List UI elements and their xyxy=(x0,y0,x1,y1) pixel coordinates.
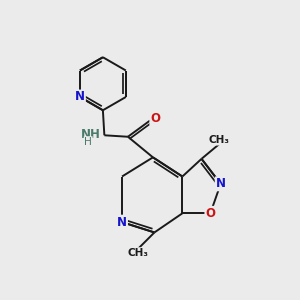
Text: N: N xyxy=(117,216,127,229)
Text: N: N xyxy=(216,177,226,190)
Text: O: O xyxy=(150,112,160,125)
Text: H: H xyxy=(84,137,92,147)
Text: CH₃: CH₃ xyxy=(128,248,149,258)
Text: N: N xyxy=(75,91,85,103)
Text: CH₃: CH₃ xyxy=(209,135,230,145)
Text: O: O xyxy=(206,207,215,220)
Text: NH: NH xyxy=(81,128,101,141)
